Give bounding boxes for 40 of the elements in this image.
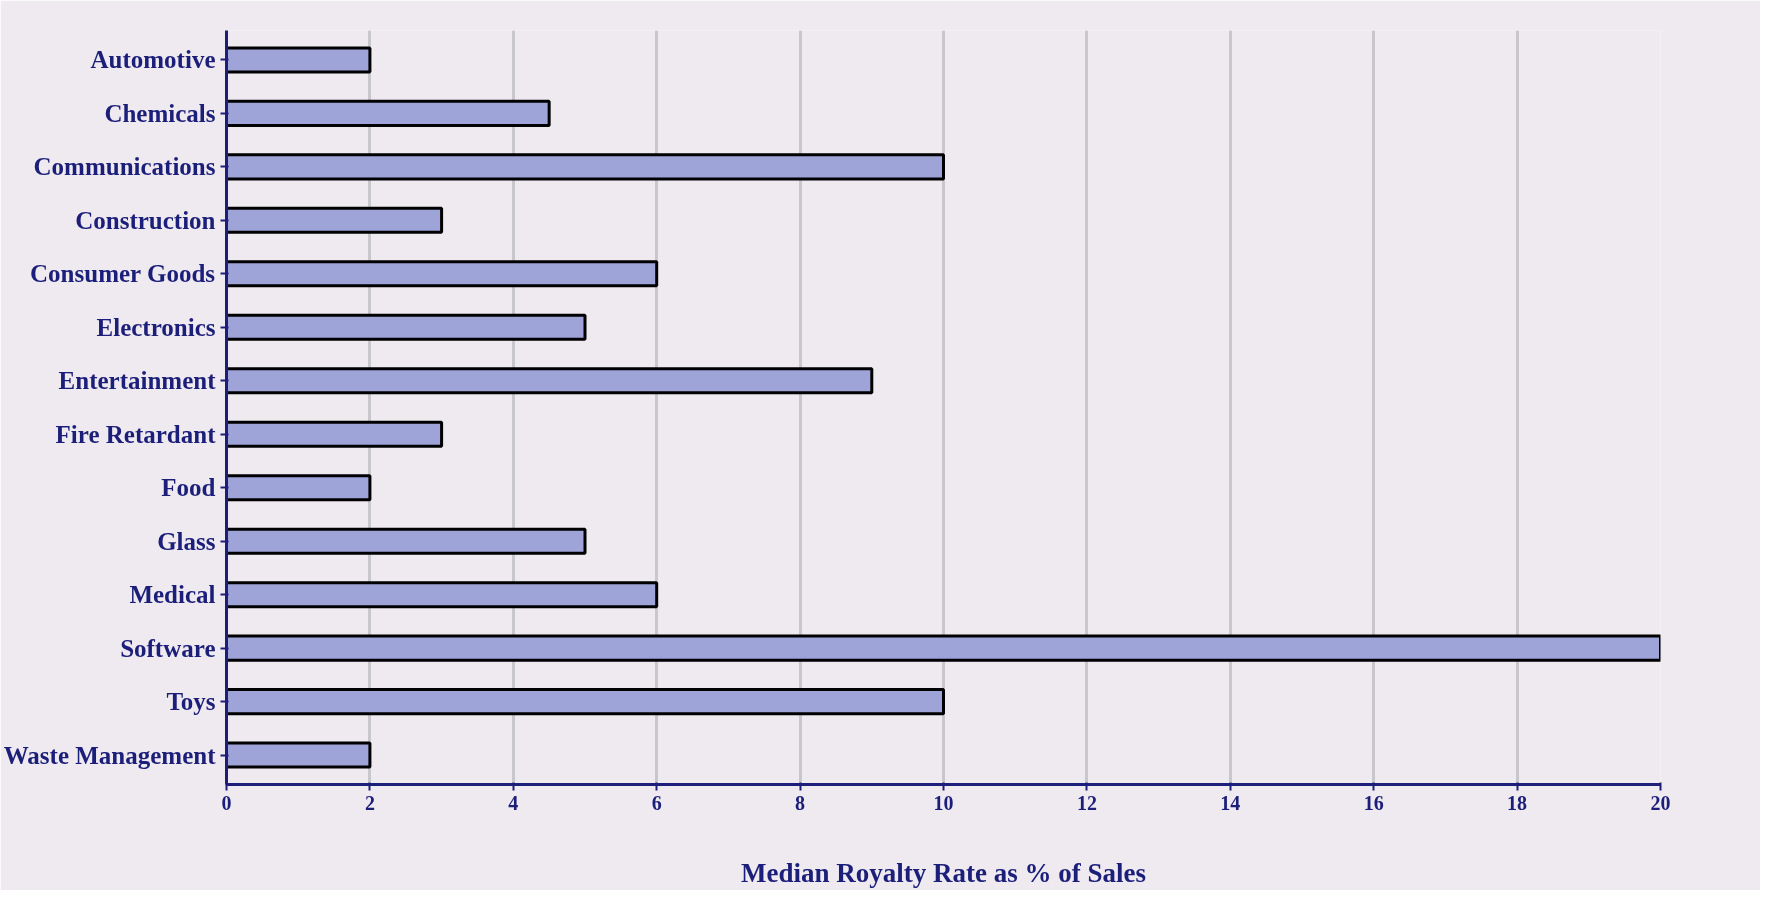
y-tick-label: Construction	[75, 206, 216, 234]
y-tick-label: Automotive	[90, 46, 216, 74]
y-tick-label: Food	[161, 474, 216, 502]
bar	[226, 420, 444, 448]
x-axis-title: Median Royalty Rate as % of Sales	[741, 857, 1146, 888]
x-tick-label: 16	[1363, 791, 1384, 814]
x-tick-label: 0	[221, 791, 232, 814]
x-tick-label: 6	[651, 791, 662, 814]
y-tick-label: Communications	[33, 153, 216, 181]
bar	[226, 260, 659, 288]
bar	[226, 634, 1661, 662]
y-tick-label: Glass	[157, 527, 216, 555]
y-tick-label: Entertainment	[58, 367, 217, 395]
y-tick-label: Consumer Goods	[30, 260, 216, 288]
y-tick-label: Electronics	[96, 313, 216, 341]
bar	[226, 688, 945, 716]
x-tick-label: 8	[795, 791, 806, 814]
bar	[226, 206, 444, 234]
x-tick-label: 18	[1507, 791, 1528, 814]
y-tick-label: Chemicals	[104, 99, 216, 127]
bar	[226, 46, 372, 74]
x-tick-label: 20	[1650, 791, 1671, 814]
bar	[226, 741, 372, 769]
x-tick-label: 4	[508, 791, 519, 814]
x-tick-label: 10	[933, 791, 954, 814]
bar	[226, 99, 551, 127]
bar	[226, 581, 659, 609]
y-tick-label: Software	[120, 634, 216, 662]
x-tick-label: 12	[1076, 791, 1097, 814]
bar	[226, 474, 372, 502]
bar	[226, 313, 587, 341]
x-tick-label: 14	[1220, 791, 1241, 814]
bar	[226, 367, 874, 395]
bar	[226, 527, 587, 555]
y-tick-label: Waste Management	[3, 741, 217, 769]
y-tick-label: Toys	[166, 688, 216, 716]
y-tick-label: Fire Retardant	[55, 420, 217, 448]
bar	[226, 153, 945, 181]
y-tick-label: Medical	[129, 581, 216, 609]
x-tick-label: 2	[364, 791, 375, 814]
